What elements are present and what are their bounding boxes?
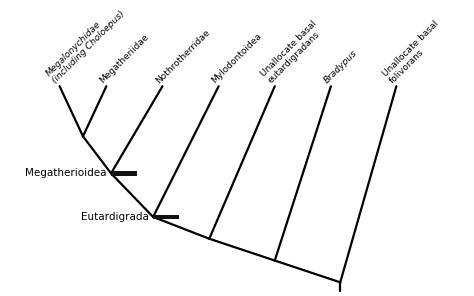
Text: Nothrotherridae: Nothrotherridae [154,28,211,85]
Text: Megatherioidea: Megatherioidea [25,168,106,178]
Text: Eutardigrada: Eutardigrada [81,212,148,222]
Text: Megalonychidae
(including Choloepus): Megalonychidae (including Choloepus) [44,2,127,85]
Text: Mylodontoidea: Mylodontoidea [210,31,264,85]
Bar [111,171,137,176]
Text: Megatheriidae: Megatheriidae [98,33,150,85]
Text: Bradypus: Bradypus [322,49,359,85]
Bar [153,215,179,219]
Text: Unallocate basal
folivorans: Unallocate basal folivorans [381,19,447,85]
Text: Unallocate basal
eutardigradans: Unallocate basal eutardigradans [259,19,326,85]
